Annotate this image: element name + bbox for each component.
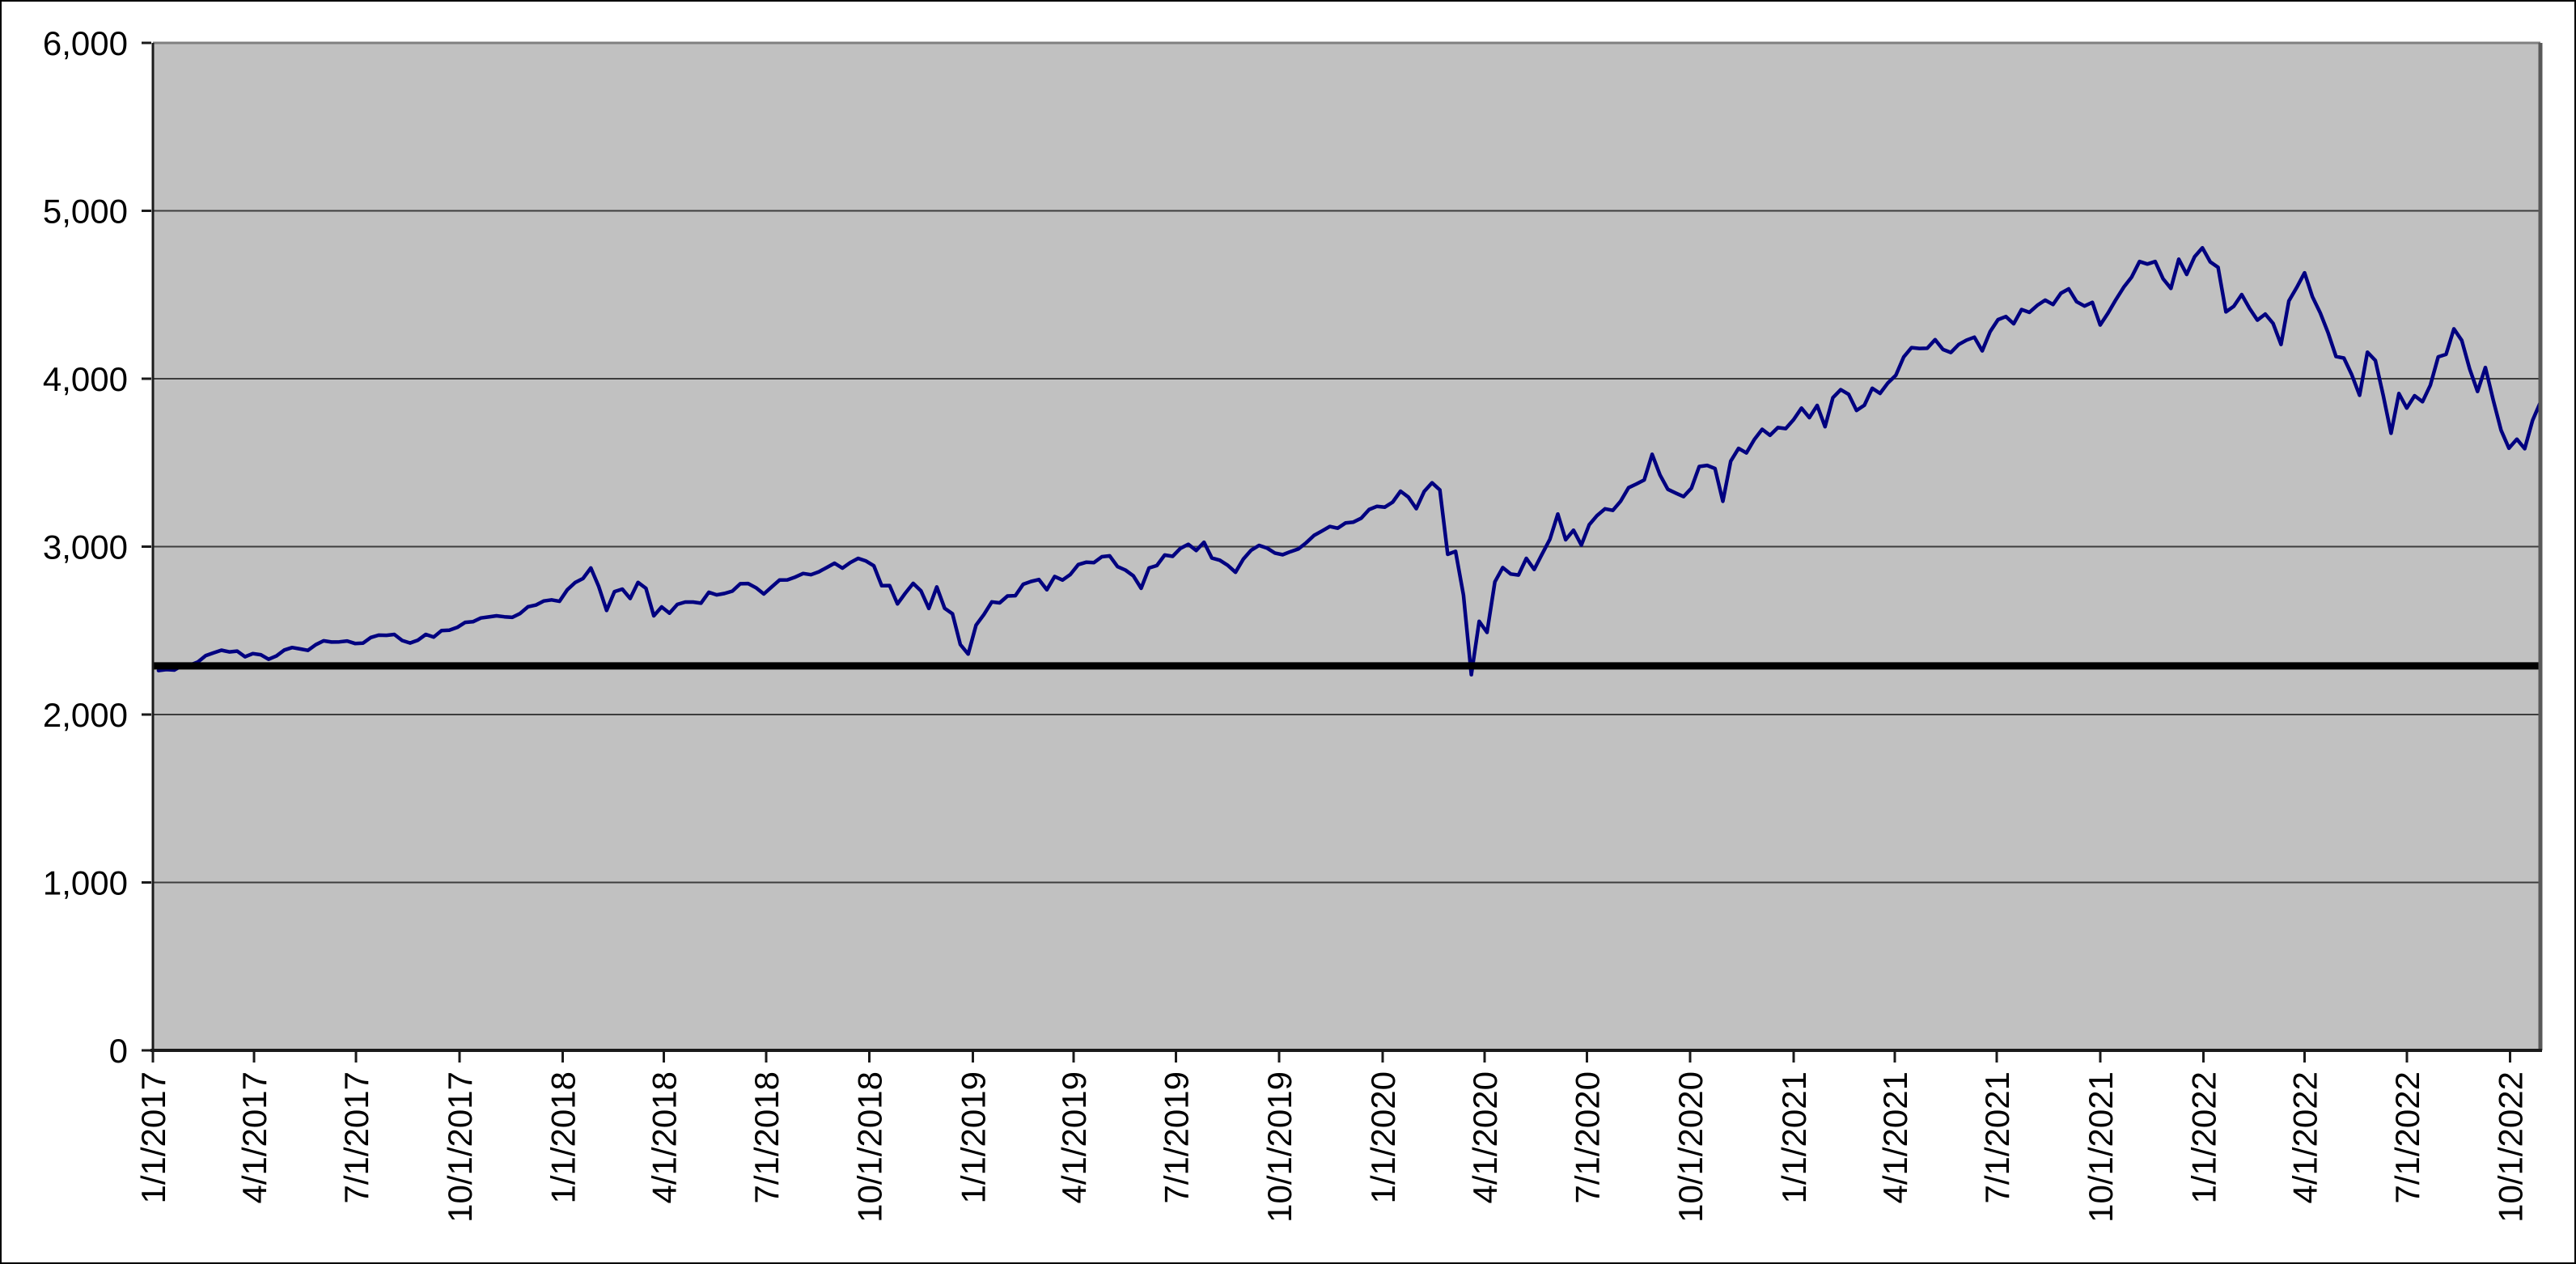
x-axis-tick-label: 10/1/2017 [441, 1071, 479, 1223]
x-axis-tick-label: 1/1/2022 [2185, 1071, 2223, 1204]
x-axis-tick-label: 1/1/2017 [134, 1071, 172, 1204]
x-axis-tick-label: 10/1/2020 [1671, 1071, 1710, 1223]
x-axis-tick-label: 7/1/2019 [1158, 1071, 1196, 1204]
x-axis-tick-label: 10/1/2019 [1260, 1071, 1299, 1223]
y-axis-tick-label: 0 [109, 1032, 128, 1070]
axis-labels: 0 1,000 2,000 3,000 4,000 5,000 6,000 1/1/2017 4… [43, 24, 2530, 1223]
x-axis-tick-label: 7/1/2022 [2388, 1071, 2426, 1204]
x-axis-tick-label: 7/1/2017 [337, 1071, 375, 1204]
x-axis-tick-label: 10/1/2018 [851, 1071, 889, 1223]
y-axis-tick-label: 3,000 [43, 528, 128, 566]
x-axis-tick-label: 4/1/2018 [646, 1071, 684, 1204]
x-axis-tick-label: 1/1/2019 [954, 1071, 992, 1204]
price-series-line [156, 245, 2543, 677]
x-axis-tick-label: 4/1/2020 [1466, 1071, 1504, 1204]
axes [150, 41, 2543, 1052]
series-lines [153, 245, 2543, 677]
x-axis-tick-label: 1/1/2021 [1775, 1071, 1813, 1204]
y-axis-tick-label: 2,000 [43, 696, 128, 734]
x-axis-tick-label: 4/1/2021 [1876, 1071, 1914, 1204]
gridlines [153, 210, 2540, 884]
y-axis-tick-label: 6,000 [43, 24, 128, 62]
x-axis-tick-label: 7/1/2020 [1569, 1071, 1607, 1204]
y-axis-tick-label: 5,000 [43, 193, 128, 231]
x-axis-tick-label: 4/1/2022 [2286, 1071, 2324, 1204]
y-axis-tick-label: 4,000 [43, 360, 128, 398]
x-axis-tick-label: 1/1/2020 [1364, 1071, 1402, 1204]
x-axis-tick-label: 1/1/2018 [544, 1071, 583, 1204]
x-axis-tick-label: 4/1/2017 [235, 1071, 273, 1204]
x-axis-tick-label: 10/1/2021 [2082, 1071, 2120, 1223]
x-axis-tick-label: 7/1/2021 [1978, 1071, 2016, 1204]
x-axis-tick-label: 7/1/2018 [748, 1071, 786, 1204]
x-axis-tick-label: 4/1/2019 [1055, 1071, 1093, 1204]
y-axis-tick-label: 1,000 [43, 864, 128, 902]
tick-marks [142, 41, 2512, 1063]
x-axis-tick-label: 10/1/2022 [2492, 1071, 2530, 1223]
